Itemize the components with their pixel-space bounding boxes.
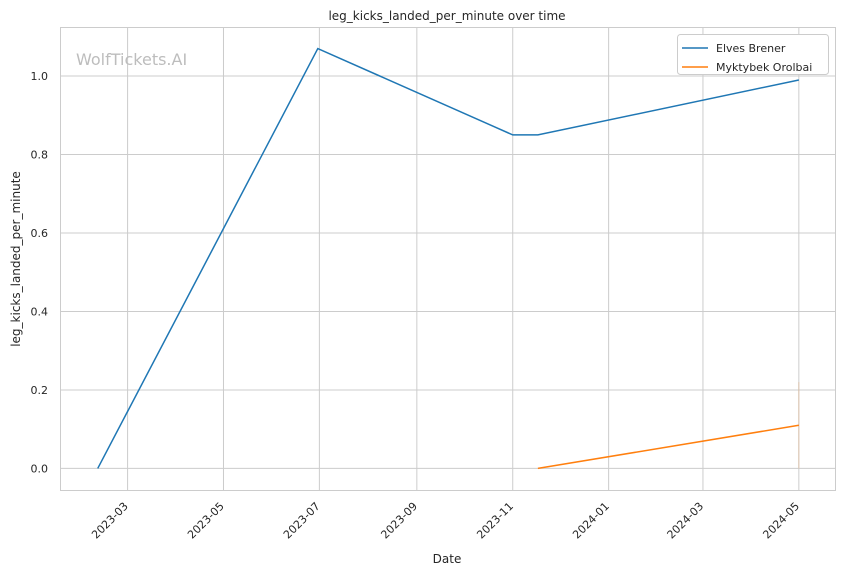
- y-tick-label: 0.4: [31, 305, 49, 318]
- legend: Elves Brener Myktybek Orolbai: [677, 34, 829, 75]
- x-tick-label: 2024-05: [760, 500, 802, 542]
- x-tick-label: 2023-07: [281, 500, 323, 542]
- series-line-0: [97, 47, 799, 469]
- y-tick-label: 1.0: [31, 70, 49, 83]
- legend-box: [677, 34, 829, 75]
- y-tick-label: 0.0: [31, 462, 49, 475]
- legend-label: Elves Brener: [716, 42, 786, 55]
- y-tick-label: 0.2: [31, 384, 49, 397]
- plot-frame: [60, 27, 836, 491]
- x-tick-label: 2023-11: [474, 500, 516, 542]
- x-tick-label: 2023-09: [378, 500, 420, 542]
- y-tick-label: 0.8: [31, 149, 49, 162]
- watermark: WolfTickets.AI: [76, 50, 187, 69]
- series-line-1: [537, 424, 799, 470]
- y-tick-label: 0.6: [31, 227, 49, 240]
- x-tick-label: 2023-05: [185, 500, 227, 542]
- chart-title: leg_kicks_landed_per_minute over time: [328, 9, 565, 23]
- y-axis-label: leg_kicks_landed_per_minute: [9, 171, 23, 347]
- x-axis-label: Date: [433, 552, 462, 566]
- legend-label: Myktybek Orolbai: [716, 61, 812, 74]
- x-tick-label: 2024-03: [665, 500, 707, 542]
- x-tick-label: 2023-03: [89, 500, 131, 542]
- x-tick-label: 2024-01: [570, 500, 612, 542]
